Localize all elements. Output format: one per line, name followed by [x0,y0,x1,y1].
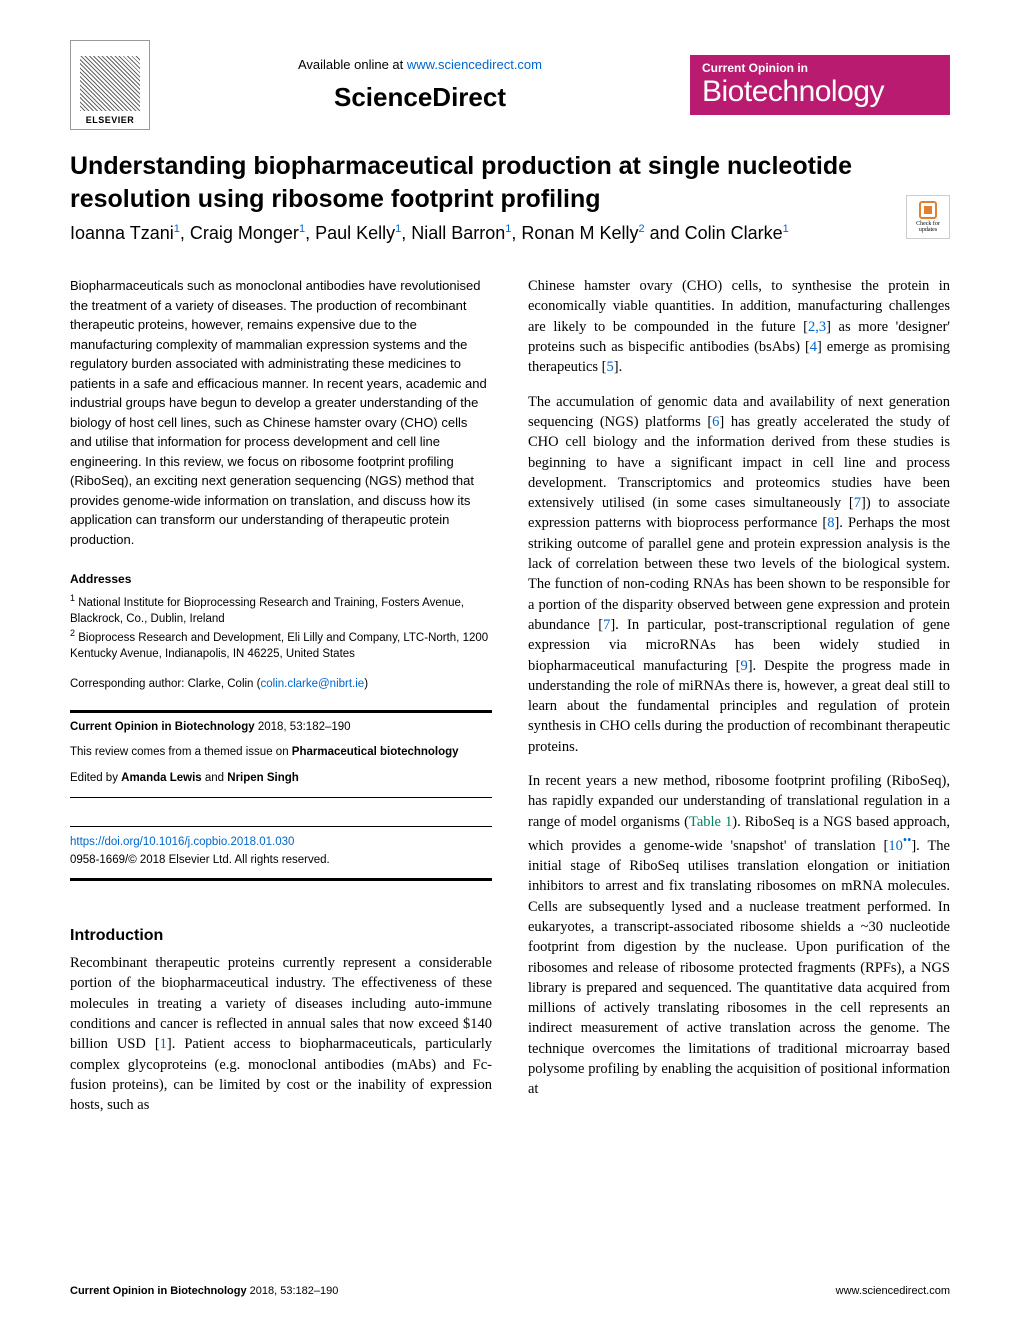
citation-line: Current Opinion in Biotechnology 2018, 5… [70,719,492,736]
elsevier-label: ELSEVIER [86,115,135,125]
page-header: ELSEVIER Available online at www.science… [70,40,950,130]
available-prefix: Available online at [298,57,407,72]
doi-copyright-box: https://doi.org/10.1016/j.copbio.2018.01… [70,826,492,881]
r-p1-d: ]. [614,359,622,375]
ref-9[interactable]: 9 [740,658,747,674]
edited-prefix: Edited by [70,772,121,784]
corr-prefix: Corresponding author: Clarke, Colin ( [70,678,260,690]
editors-line: Edited by Amanda Lewis and Nripen Singh [70,770,492,787]
footer-journal: Current Opinion in Biotechnology [70,1285,247,1297]
available-online: Available online at www.sciencedirect.co… [170,57,670,72]
addresses-block: 1 National Institute for Bioprocessing R… [70,592,492,662]
intro-para-1: Recombinant therapeutic proteins current… [70,953,492,1115]
journal-badge: Current Opinion in Biotechnology [690,55,950,115]
badge-large-text: Biotechnology [702,75,938,109]
elsevier-logo: ELSEVIER [70,40,150,130]
doi-link[interactable]: https://doi.org/10.1016/j.copbio.2018.01… [70,833,492,851]
copyright-line: 0958-1669/© 2018 Elsevier Ltd. All right… [70,851,492,869]
themed-issue-line: This review comes from a themed issue on… [70,744,492,761]
address-1-text: National Institute for Bioprocessing Res… [70,597,464,625]
header-center: Available online at www.sciencedirect.co… [170,57,670,113]
table-1-link[interactable]: Table 1 [689,814,732,830]
footer-right[interactable]: www.sciencedirect.com [836,1285,950,1297]
abstract-text: Biopharmaceuticals such as monoclonal an… [70,276,492,549]
info-divider [70,797,492,798]
check-updates-icon [919,201,937,219]
themed-prefix: This review comes from a themed issue on [70,746,292,758]
column-right: Chinese hamster ovary (CHO) cells, to sy… [528,276,950,1129]
citation-journal: Current Opinion in Biotechnology [70,721,255,733]
address-1: 1 National Institute for Bioprocessing R… [70,592,492,627]
footer-left: Current Opinion in Biotechnology 2018, 5… [70,1285,338,1297]
introduction-heading: Introduction [70,925,492,947]
ref-10[interactable]: 10 [888,838,903,854]
ref-4[interactable]: 4 [810,339,817,355]
ref-2-3[interactable]: 2,3 [808,319,826,335]
ref-1[interactable]: 1 [160,1036,167,1052]
check-updates-label: Check for updates [907,221,949,233]
address-2: 2 Bioprocess Research and Development, E… [70,627,492,662]
two-column-body: Biopharmaceuticals such as monoclonal an… [70,276,950,1129]
sciencedirect-wordmark: ScienceDirect [170,82,670,113]
address-2-text: Bioprocess Research and Development, Eli… [70,632,488,660]
right-para-1: Chinese hamster ovary (CHO) cells, to sy… [528,276,950,377]
corr-suffix: ) [364,678,368,690]
citation-info-box: Current Opinion in Biotechnology 2018, 5… [70,710,492,798]
ref-7a[interactable]: 7 [854,495,861,511]
sciencedirect-url[interactable]: www.sciencedirect.com [407,57,542,72]
themed-bold: Pharmaceutical biotechnology [292,746,459,758]
addresses-label: Addresses [70,571,492,588]
editor-1: Amanda Lewis [121,772,202,784]
footer-citation: 2018, 53:182–190 [247,1285,339,1297]
check-for-updates-button[interactable]: Check for updates [906,195,950,239]
r-p3-c: ]. The initial stage of RiboSeq utilises… [528,838,950,1098]
right-para-2: The accumulation of genomic data and ava… [528,392,950,757]
article-title: Understanding biopharmaceutical producti… [70,150,950,215]
authors-line: Ioanna Tzani1, Craig Monger1, Paul Kelly… [70,221,950,246]
citation-rest: 2018, 53:182–190 [255,721,351,733]
editor-and: and [202,772,228,784]
page-footer: Current Opinion in Biotechnology 2018, 5… [70,1285,950,1297]
ref-5[interactable]: 5 [607,359,614,375]
r-p2-d: ]. Perhaps the most striking outcome of … [528,515,950,632]
corresponding-author: Corresponding author: Clarke, Colin (col… [70,676,492,692]
right-para-3: In recent years a new method, ribosome f… [528,771,950,1100]
corr-email[interactable]: colin.clarke@nibrt.ie [260,678,364,690]
elsevier-tree-icon [80,56,140,111]
column-left: Biopharmaceuticals such as monoclonal an… [70,276,492,1129]
editor-2: Nripen Singh [227,772,299,784]
badge-small-text: Current Opinion in [702,61,938,75]
